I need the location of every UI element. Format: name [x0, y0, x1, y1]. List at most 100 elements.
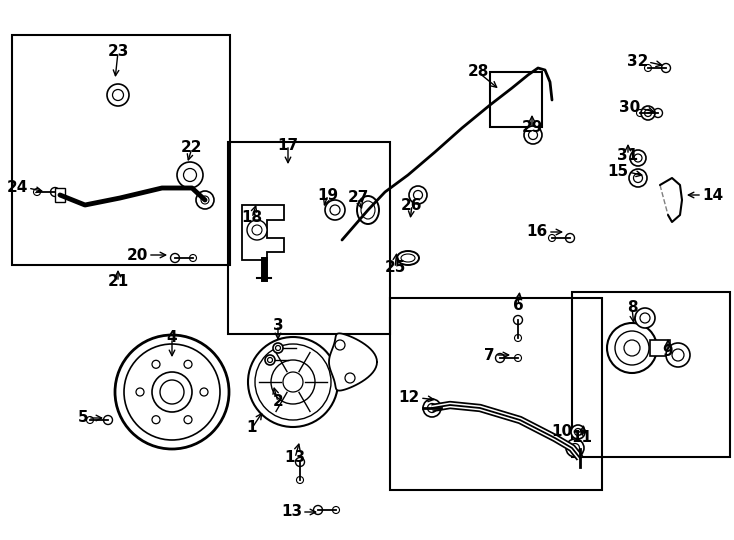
Circle shape: [524, 126, 542, 144]
Circle shape: [514, 315, 523, 325]
Circle shape: [653, 109, 663, 118]
Circle shape: [87, 416, 93, 423]
Text: 19: 19: [317, 187, 338, 202]
Text: 27: 27: [347, 191, 368, 206]
Circle shape: [273, 343, 283, 353]
Circle shape: [661, 64, 670, 72]
Circle shape: [177, 162, 203, 188]
Circle shape: [152, 360, 160, 368]
Circle shape: [265, 355, 275, 365]
Circle shape: [575, 429, 581, 435]
Circle shape: [325, 200, 345, 220]
Text: 14: 14: [702, 187, 723, 202]
Text: 28: 28: [468, 64, 489, 79]
Circle shape: [136, 388, 144, 396]
Circle shape: [635, 308, 655, 328]
Circle shape: [296, 457, 305, 467]
Text: 23: 23: [107, 44, 128, 59]
Circle shape: [189, 254, 197, 261]
Text: 7: 7: [484, 348, 495, 362]
Bar: [55, 188, 65, 202]
Circle shape: [247, 220, 267, 240]
Circle shape: [267, 357, 272, 362]
Circle shape: [184, 168, 197, 181]
Circle shape: [672, 349, 684, 361]
Circle shape: [633, 173, 642, 183]
Text: 16: 16: [527, 225, 548, 240]
Text: 2: 2: [272, 395, 283, 409]
Circle shape: [640, 313, 650, 323]
Circle shape: [630, 150, 646, 166]
Circle shape: [345, 373, 355, 383]
Polygon shape: [242, 205, 284, 260]
Circle shape: [152, 372, 192, 412]
Circle shape: [515, 334, 521, 341]
Circle shape: [333, 507, 340, 514]
Text: 9: 9: [663, 345, 673, 360]
Circle shape: [629, 169, 647, 187]
Ellipse shape: [357, 196, 379, 224]
Circle shape: [152, 416, 160, 424]
Circle shape: [566, 439, 584, 457]
Circle shape: [666, 343, 690, 367]
Circle shape: [330, 205, 340, 215]
Text: 1: 1: [247, 421, 257, 435]
Circle shape: [170, 253, 180, 262]
Circle shape: [528, 131, 537, 139]
Text: 13: 13: [285, 450, 305, 465]
Circle shape: [200, 388, 208, 396]
Text: 17: 17: [277, 138, 299, 152]
Circle shape: [107, 84, 129, 106]
Circle shape: [515, 354, 521, 361]
Circle shape: [565, 233, 575, 242]
Circle shape: [495, 354, 504, 362]
Circle shape: [297, 476, 303, 483]
Text: 25: 25: [385, 260, 406, 275]
Circle shape: [634, 154, 642, 162]
Text: 18: 18: [241, 211, 263, 226]
Text: 24: 24: [7, 180, 28, 195]
Text: 29: 29: [521, 120, 542, 136]
Circle shape: [423, 399, 441, 417]
Circle shape: [196, 191, 214, 209]
Text: 8: 8: [627, 300, 637, 315]
Text: 20: 20: [127, 247, 148, 262]
Text: 5: 5: [77, 410, 88, 426]
Circle shape: [335, 340, 345, 350]
Circle shape: [607, 323, 657, 373]
Text: 26: 26: [401, 198, 423, 213]
Text: 31: 31: [617, 147, 639, 163]
Circle shape: [644, 110, 652, 117]
Circle shape: [313, 505, 322, 515]
Circle shape: [115, 335, 229, 449]
Text: 22: 22: [181, 140, 203, 156]
Text: 15: 15: [607, 165, 628, 179]
Circle shape: [275, 346, 280, 350]
Ellipse shape: [397, 251, 419, 265]
Bar: [228, 142, 390, 334]
Circle shape: [51, 187, 59, 197]
Circle shape: [413, 191, 423, 199]
Circle shape: [409, 186, 427, 204]
Polygon shape: [329, 333, 377, 390]
Bar: [572, 292, 730, 457]
Text: 13: 13: [281, 504, 302, 519]
Text: 12: 12: [399, 390, 420, 406]
Bar: [650, 340, 670, 356]
Circle shape: [184, 360, 192, 368]
Circle shape: [103, 415, 112, 424]
Text: 21: 21: [107, 274, 128, 289]
Circle shape: [570, 443, 580, 453]
Circle shape: [248, 337, 338, 427]
Text: 32: 32: [627, 55, 648, 70]
Circle shape: [112, 90, 123, 100]
Text: 11: 11: [572, 430, 592, 445]
Circle shape: [571, 425, 585, 439]
Text: 10: 10: [551, 424, 572, 440]
Circle shape: [427, 403, 437, 413]
Circle shape: [201, 196, 209, 204]
Bar: [12, 35, 230, 265]
Text: 3: 3: [273, 318, 283, 333]
Text: 6: 6: [512, 298, 523, 313]
Circle shape: [644, 64, 652, 71]
